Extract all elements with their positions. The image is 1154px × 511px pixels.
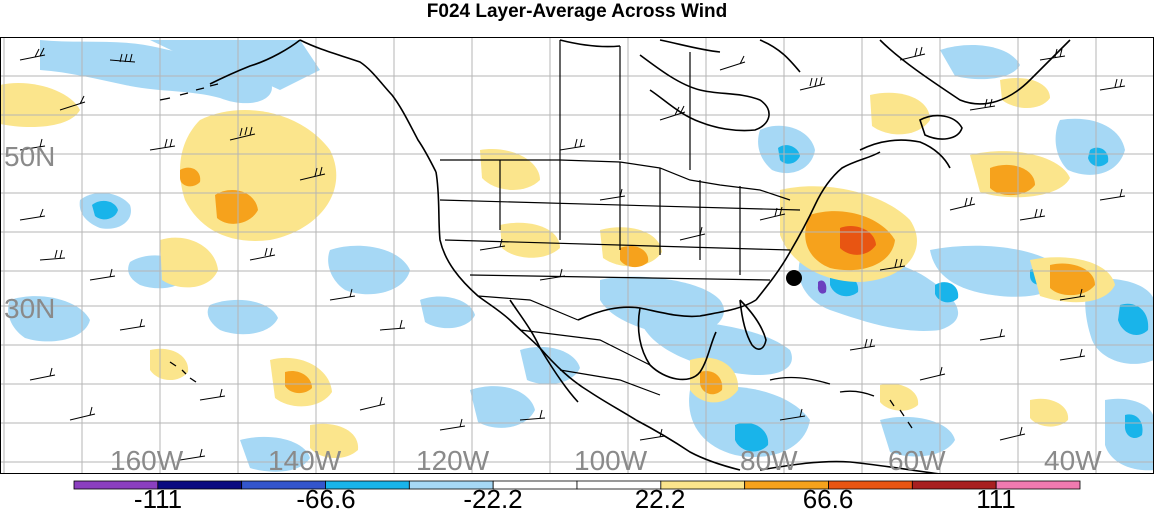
lon-label-60w: 60W [888, 445, 946, 476]
colorbar-segment [995, 480, 1081, 490]
colorbar-label-pos66: 66.6 [803, 484, 854, 511]
lat-label-50n: 50N [4, 141, 55, 172]
lon-label-40w: 40W [1044, 445, 1102, 476]
colorbar-label-neg22: -22.2 [463, 484, 522, 511]
lon-label-120w: 120W [416, 445, 490, 476]
colorbar-label-neg66: -66.6 [296, 484, 355, 511]
coastlines [159, 39, 1071, 474]
peak-negative-shading [817, 280, 827, 294]
graticule [0, 37, 1154, 474]
colorbar-label-neg111: -111 [134, 484, 182, 511]
peak-positive-shading [840, 225, 876, 255]
colorbar-label-pos22: 22.2 [635, 484, 686, 511]
map-title: F024 Layer-Average Across Wind [426, 1, 728, 22]
colorbar-labels: -111 -66.6 -22.2 22.2 66.6 111 [134, 484, 1016, 511]
lon-label-140w: 140W [268, 445, 342, 476]
lon-label-80w: 80W [740, 445, 798, 476]
lon-label-100w: 100W [574, 445, 648, 476]
colorbar-label-pos111: 111 [976, 484, 1016, 511]
negative-anomaly-shading [8, 40, 1154, 472]
political-boundaries [439, 40, 801, 396]
storm-center-marker [786, 270, 802, 286]
lon-label-160w: 160W [110, 445, 184, 476]
lat-label-30n: 30N [4, 293, 55, 324]
wind-barbs [19, 46, 1126, 461]
colorbar [73, 480, 1081, 490]
